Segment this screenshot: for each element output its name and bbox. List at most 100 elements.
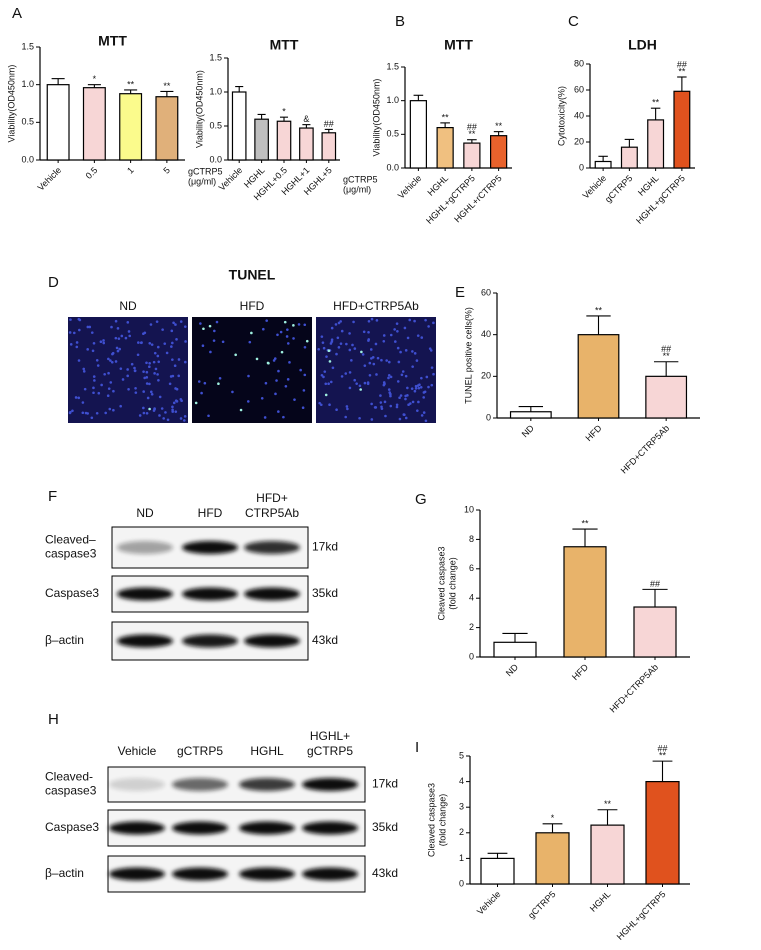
nucleus — [77, 359, 81, 362]
nucleus — [367, 320, 371, 323]
nucleus — [286, 328, 289, 331]
nucleus — [130, 362, 134, 366]
x-note: gCTRP5 — [343, 174, 378, 184]
nucleus — [404, 397, 407, 401]
nucleus — [282, 415, 285, 419]
nucleus — [414, 384, 418, 388]
y-tick-label: 0.0 — [21, 154, 34, 164]
y-tick-label: 8 — [469, 534, 474, 544]
significance: ** — [663, 351, 671, 361]
nucleus — [106, 394, 110, 398]
nucleus — [398, 417, 402, 421]
nucleus — [406, 336, 410, 340]
nucleus — [215, 320, 219, 324]
significance: ** — [595, 305, 603, 315]
x-tick-label: Vehicle — [475, 889, 503, 917]
y-tick-label: 1 — [459, 853, 464, 863]
y-tick-label: 2 — [459, 827, 464, 837]
nucleus — [95, 358, 99, 362]
nucleus — [212, 339, 216, 342]
nucleus — [134, 391, 138, 394]
chart-title: LDH — [628, 37, 657, 53]
bar — [480, 857, 515, 885]
nucleus — [368, 361, 372, 365]
nucleus — [109, 381, 113, 384]
nucleus — [172, 321, 175, 325]
nucleus — [384, 414, 387, 418]
panel-label: E — [455, 284, 465, 301]
nucleus — [324, 382, 328, 386]
nucleus — [164, 411, 167, 414]
nucleus — [303, 345, 307, 349]
nucleus — [337, 346, 341, 349]
nucleus — [424, 419, 428, 423]
nucleus — [351, 343, 354, 347]
nucleus — [382, 339, 386, 343]
significance: ** — [163, 81, 171, 91]
bar — [493, 641, 537, 658]
nucleus — [417, 400, 420, 404]
bar — [577, 334, 620, 419]
nucleus — [288, 361, 291, 364]
significance: * — [93, 74, 97, 84]
nucleus — [82, 370, 86, 373]
nucleus — [140, 341, 143, 344]
lane-label: Vehicle — [118, 744, 157, 758]
nucleus — [299, 368, 302, 372]
nucleus — [353, 347, 357, 350]
nucleus — [320, 335, 324, 338]
y-tick-label: 1.5 — [209, 52, 222, 62]
nucleus — [382, 381, 386, 384]
y-tick-label: 5 — [459, 750, 464, 760]
band — [302, 778, 358, 791]
y-axis-label: (fold change) — [437, 794, 447, 847]
nucleus — [352, 320, 355, 324]
significance: ** — [652, 98, 660, 108]
nucleus — [145, 382, 149, 385]
significance: * — [551, 813, 555, 823]
nucleus — [430, 383, 434, 387]
nucleus — [320, 373, 324, 377]
nucleus — [114, 360, 118, 363]
nucleus — [416, 334, 420, 337]
bar — [119, 93, 143, 161]
bar — [563, 546, 607, 658]
nucleus — [183, 325, 187, 328]
x-tick-label: 5 — [161, 165, 172, 176]
x-tick-label: Vehicle — [396, 173, 424, 201]
nucleus — [425, 375, 429, 379]
nucleus — [301, 406, 305, 410]
nucleus — [137, 341, 140, 344]
nucleus — [427, 385, 430, 389]
bar — [509, 411, 552, 419]
nucleus — [277, 369, 280, 373]
nucleus — [382, 383, 386, 387]
x-tick-label: HFD — [570, 662, 591, 683]
nucleus — [358, 416, 361, 420]
nucleus — [97, 391, 101, 395]
nucleus — [177, 358, 181, 361]
band — [117, 587, 173, 601]
band — [117, 634, 173, 648]
nucleus — [339, 342, 343, 345]
nucleus — [102, 339, 105, 342]
nucleus — [82, 367, 86, 371]
nucleus — [126, 374, 130, 378]
nucleus — [383, 400, 387, 404]
x-tick-label: HFD — [583, 423, 604, 444]
lane-label: HGHL+ — [310, 729, 350, 743]
micrograph — [192, 317, 312, 423]
positive-cell — [255, 357, 259, 361]
nucleus — [247, 374, 250, 378]
band — [244, 587, 300, 601]
nucleus — [406, 386, 409, 390]
nucleus — [303, 373, 307, 377]
nucleus — [416, 409, 419, 412]
positive-cell — [359, 388, 362, 391]
nucleus — [179, 397, 183, 401]
y-tick-label: 1.5 — [386, 61, 399, 71]
nucleus — [348, 348, 352, 352]
nucleus — [83, 387, 87, 391]
significance: ** — [604, 799, 612, 809]
